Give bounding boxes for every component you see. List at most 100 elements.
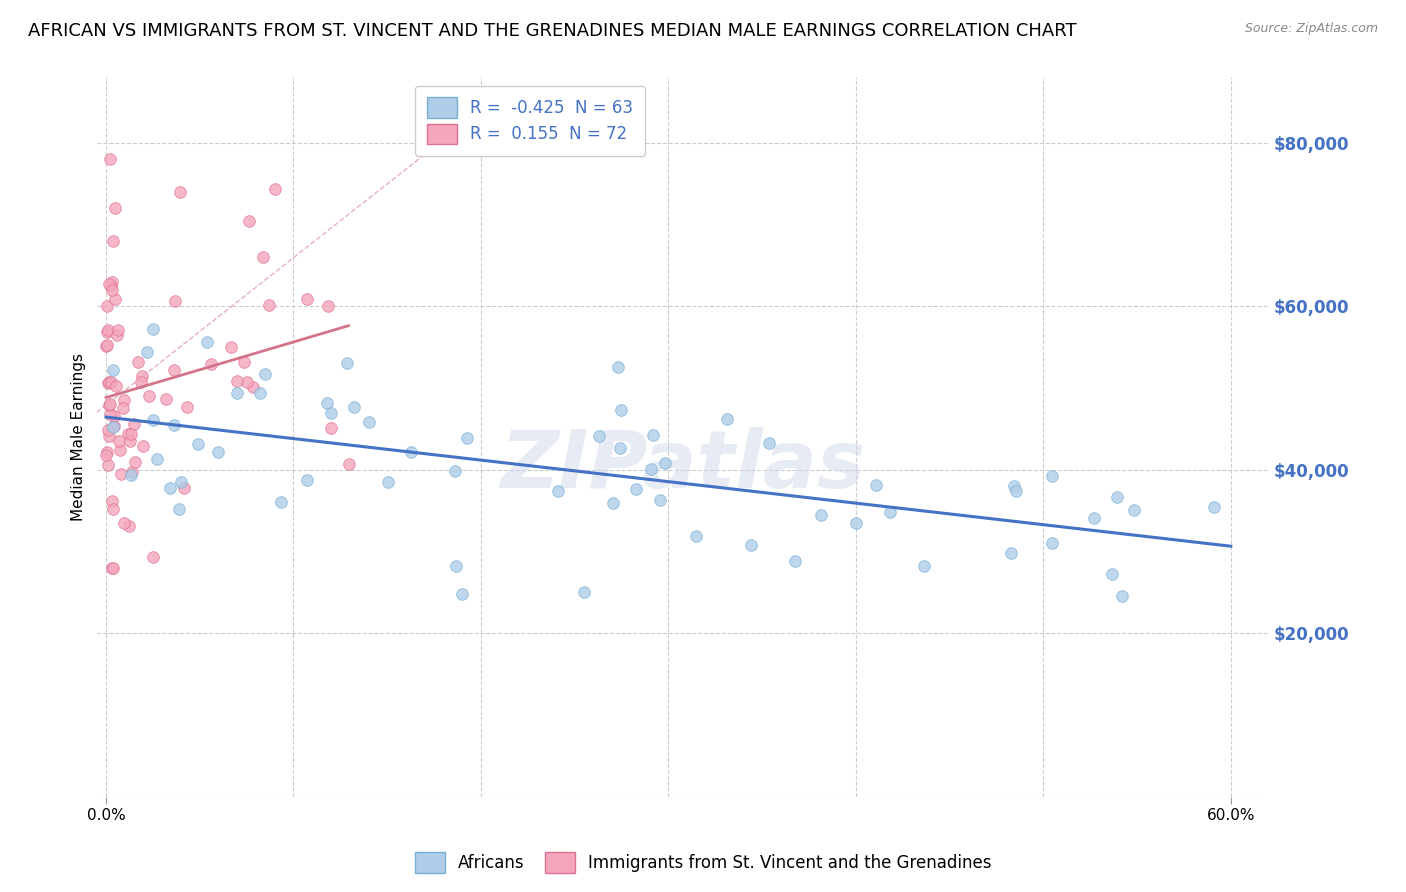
Point <box>142 413 165 427</box>
Point <box>242 380 264 394</box>
Point <box>399 445 422 459</box>
Y-axis label: Median Male Earnings: Median Male Earnings <box>72 353 86 521</box>
Point <box>97 376 120 390</box>
Point <box>96 338 118 352</box>
Point <box>98 408 121 422</box>
Point <box>444 464 467 478</box>
Point <box>1042 468 1064 483</box>
Point <box>138 389 160 403</box>
Point <box>101 363 124 377</box>
Point <box>238 214 260 228</box>
Point <box>112 392 135 407</box>
Point <box>142 322 165 336</box>
Point <box>97 323 120 337</box>
Point <box>163 418 186 433</box>
Point <box>1101 567 1123 582</box>
Point <box>96 448 118 462</box>
Point <box>142 549 165 564</box>
Point <box>98 152 121 166</box>
Point <box>173 481 195 495</box>
Point <box>547 483 569 498</box>
Point <box>176 400 198 414</box>
Point <box>740 538 762 552</box>
Point <box>207 445 229 459</box>
Point <box>1002 479 1025 493</box>
Point <box>103 409 125 424</box>
Point <box>103 418 125 433</box>
Point <box>97 277 120 291</box>
Point <box>865 477 887 491</box>
Point <box>97 376 120 390</box>
Point <box>1204 500 1226 515</box>
Point <box>236 375 259 389</box>
Point <box>105 327 128 342</box>
Point <box>107 323 129 337</box>
Point <box>233 355 256 369</box>
Point <box>609 402 631 417</box>
Point <box>117 426 139 441</box>
Point <box>588 429 610 443</box>
Point <box>100 494 122 508</box>
Point <box>574 585 596 599</box>
Point <box>1083 511 1105 525</box>
Point <box>624 482 647 496</box>
Point <box>456 431 478 445</box>
Point <box>101 501 124 516</box>
Point <box>357 416 380 430</box>
Point <box>1004 484 1026 499</box>
Point <box>104 201 127 215</box>
Point <box>131 439 153 453</box>
Point <box>165 294 187 309</box>
Point <box>136 345 159 359</box>
Point <box>163 363 186 377</box>
Point <box>643 428 665 442</box>
Point <box>129 375 152 389</box>
Point <box>1111 589 1133 603</box>
Point <box>758 435 780 450</box>
Point <box>879 505 901 519</box>
Point <box>321 421 343 435</box>
Point <box>98 397 121 411</box>
Point <box>131 369 153 384</box>
Point <box>225 374 247 388</box>
Point <box>810 508 832 522</box>
Point <box>249 386 271 401</box>
Point <box>845 516 868 530</box>
Point <box>252 250 274 264</box>
Point <box>195 335 218 350</box>
Point <box>270 495 292 509</box>
Point <box>257 298 280 312</box>
Point <box>295 292 318 306</box>
Point <box>96 339 118 353</box>
Point <box>96 326 118 340</box>
Point <box>337 457 360 471</box>
Point <box>100 275 122 289</box>
Point <box>112 516 135 531</box>
Point <box>98 429 121 443</box>
Point <box>100 561 122 575</box>
Point <box>145 451 167 466</box>
Point <box>111 401 134 415</box>
Point <box>316 396 339 410</box>
Point <box>685 528 707 542</box>
Point <box>1105 490 1128 504</box>
Point <box>120 468 142 483</box>
Point <box>110 467 132 482</box>
Point <box>104 293 127 307</box>
Point <box>170 475 193 490</box>
Point <box>118 519 141 533</box>
Point <box>648 492 671 507</box>
Point <box>1122 503 1144 517</box>
Point <box>97 458 120 472</box>
Text: Source: ZipAtlas.com: Source: ZipAtlas.com <box>1244 22 1378 36</box>
Point <box>124 455 146 469</box>
Point <box>100 278 122 293</box>
Point <box>127 355 149 369</box>
Point <box>101 234 124 248</box>
Point <box>450 587 472 601</box>
Point <box>105 378 128 392</box>
Point <box>321 406 343 420</box>
Point <box>1040 536 1063 550</box>
Point <box>219 340 242 354</box>
Point <box>120 427 142 442</box>
